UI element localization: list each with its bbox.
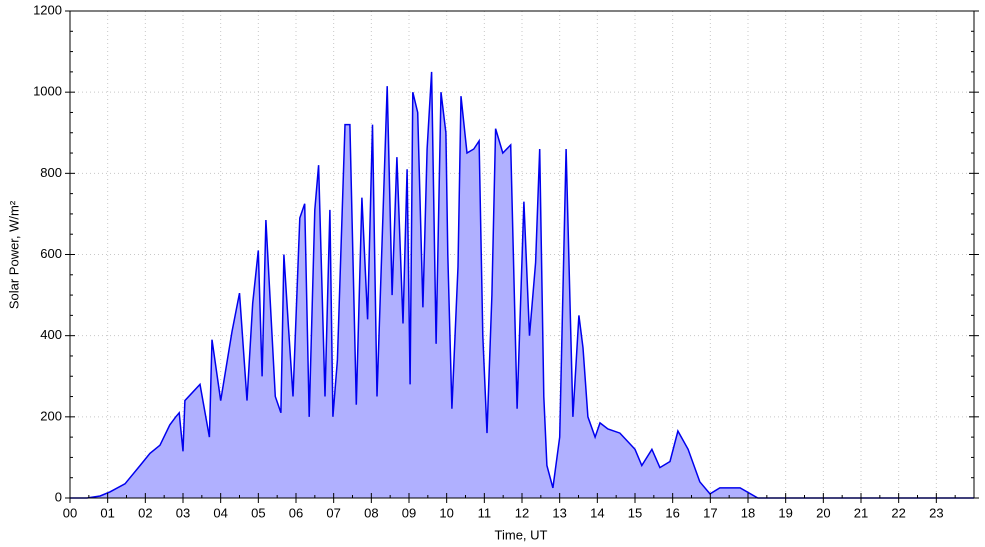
area-fill [70,71,974,499]
x-tick-label: 07 [326,505,340,520]
x-tick-label: 12 [515,505,529,520]
x-tick-label: 20 [816,505,830,520]
x-tick-label: 01 [100,505,114,520]
x-tick-label: 06 [289,505,303,520]
x-tick-label: 03 [176,505,190,520]
x-tick-label: 02 [138,505,152,520]
x-tick-label: 19 [778,505,792,520]
x-tick-label: 11 [478,505,492,520]
x-tick-label: 23 [929,505,943,520]
x-tick-label: 17 [703,505,717,520]
x-tick-label: 10 [439,505,453,520]
x-tick-label: 15 [628,505,642,520]
x-tick-label: 08 [364,505,378,520]
x-tick-label: 00 [63,505,77,520]
x-axis-label: Time, UT [495,527,548,542]
x-tick-label: 04 [213,505,227,520]
y-axis-label: Solar Power, W/m² [6,200,21,309]
y-tick-label: 1000 [33,84,62,99]
x-tick-label: 09 [402,505,416,520]
y-tick-label: 200 [40,408,62,423]
y-tick-label: 0 [55,489,62,504]
x-tick-label: 16 [665,505,679,520]
y-tick-label: 600 [40,246,62,261]
y-tick-label: 800 [40,165,62,180]
line [70,71,974,499]
x-tick-label: 05 [251,505,265,520]
y-tick-label: 1200 [33,2,62,17]
x-tick-label: 22 [891,505,905,520]
y-tick-label: 400 [40,327,62,342]
x-tick-label: 21 [854,505,868,520]
x-tick-label: 18 [741,505,755,520]
x-tick-label: 13 [552,505,566,520]
x-tick-label: 14 [590,505,604,520]
